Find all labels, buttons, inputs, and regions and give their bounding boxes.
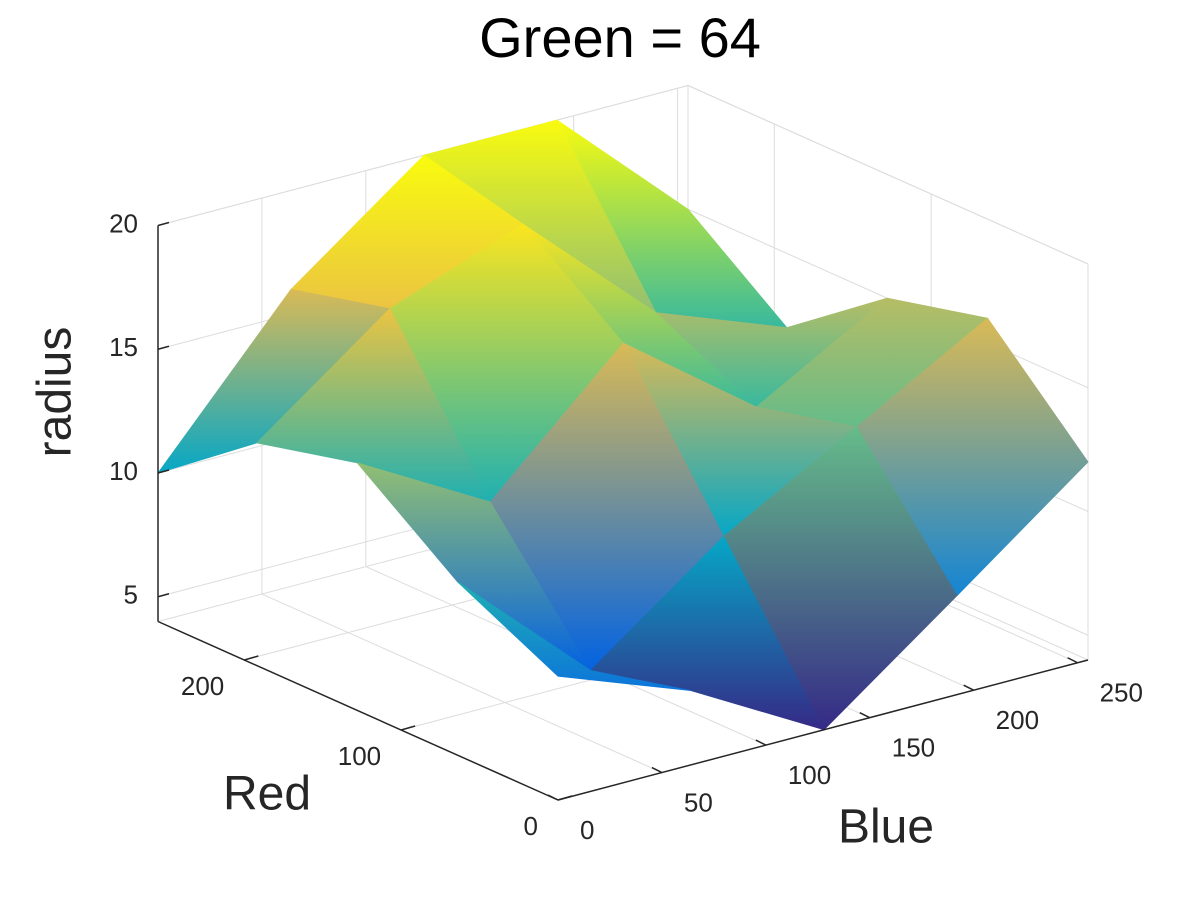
z-tick-label: 20 — [109, 208, 138, 238]
y-axis-line — [157, 620, 559, 801]
x-tick-label: 0 — [580, 815, 594, 845]
z-tick-label: 15 — [109, 332, 138, 362]
z-axis-label: radius — [29, 327, 82, 458]
x-tick — [859, 711, 871, 719]
x-tick-label: 150 — [892, 733, 935, 763]
z-tick — [157, 593, 170, 598]
x-tick — [1067, 657, 1078, 664]
axes: 0 50 100 150 200 250 0 100 200 5 10 15 20 — [109, 208, 1143, 845]
y-tick — [557, 795, 573, 801]
x-axis-line — [557, 659, 1089, 801]
z-tick — [157, 221, 170, 227]
box-edge — [687, 85, 1089, 265]
x-tick-label: 50 — [684, 787, 713, 817]
x-tick-label: 200 — [996, 705, 1039, 735]
x-tick-label: 250 — [1100, 678, 1143, 708]
x-tick — [963, 684, 975, 691]
box-edge — [157, 85, 689, 226]
y-tick-label: 100 — [338, 741, 381, 771]
chart-title: Green = 64 — [479, 6, 761, 69]
y-tick — [400, 725, 416, 731]
y-axis-label: Red — [223, 768, 311, 821]
x-tick-label: 100 — [788, 760, 831, 790]
surface-patch — [457, 581, 692, 692]
y-tick-label: 0 — [524, 811, 538, 841]
surface — [156, 119, 1089, 731]
z-tick-label: 10 — [109, 456, 138, 486]
x-axis-label: Blue — [838, 801, 934, 854]
x-tick — [547, 794, 559, 801]
x-tick — [755, 739, 767, 746]
z-tick-label: 5 — [124, 580, 138, 610]
y-tick-label: 200 — [181, 671, 224, 701]
z-tick — [157, 345, 170, 350]
x-tick — [651, 766, 663, 774]
y-tick — [244, 655, 259, 661]
z-tick — [157, 469, 170, 474]
grid-line — [261, 593, 663, 774]
